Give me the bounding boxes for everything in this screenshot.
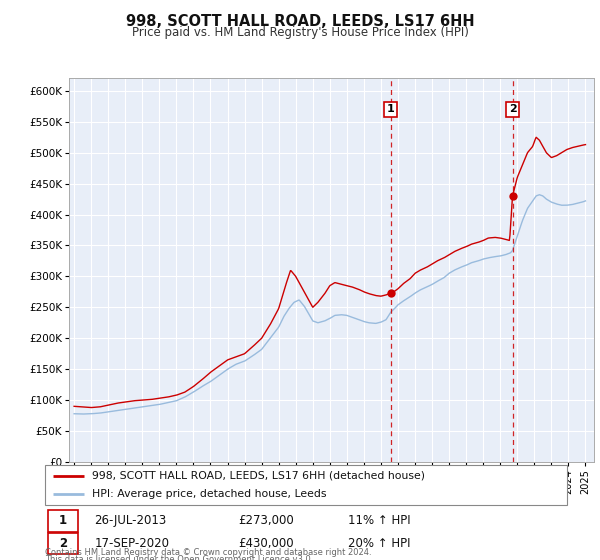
Text: £430,000: £430,000 <box>238 536 294 550</box>
Text: 1: 1 <box>387 104 395 114</box>
Text: This data is licensed under the Open Government Licence v3.0.: This data is licensed under the Open Gov… <box>45 556 313 560</box>
Text: 1: 1 <box>59 514 67 528</box>
Text: 11% ↑ HPI: 11% ↑ HPI <box>348 514 410 528</box>
Text: 2: 2 <box>59 536 67 550</box>
Bar <box>47 533 78 554</box>
Text: 20% ↑ HPI: 20% ↑ HPI <box>348 536 410 550</box>
Text: £273,000: £273,000 <box>238 514 294 528</box>
Bar <box>47 510 78 532</box>
Text: 17-SEP-2020: 17-SEP-2020 <box>95 536 170 550</box>
Text: 2: 2 <box>509 104 517 114</box>
Text: 998, SCOTT HALL ROAD, LEEDS, LS17 6HH (detached house): 998, SCOTT HALL ROAD, LEEDS, LS17 6HH (d… <box>92 471 425 480</box>
Text: 998, SCOTT HALL ROAD, LEEDS, LS17 6HH: 998, SCOTT HALL ROAD, LEEDS, LS17 6HH <box>125 14 475 29</box>
Text: HPI: Average price, detached house, Leeds: HPI: Average price, detached house, Leed… <box>92 489 326 499</box>
Text: Contains HM Land Registry data © Crown copyright and database right 2024.: Contains HM Land Registry data © Crown c… <box>45 548 371 557</box>
Text: Price paid vs. HM Land Registry's House Price Index (HPI): Price paid vs. HM Land Registry's House … <box>131 26 469 39</box>
Text: 26-JUL-2013: 26-JUL-2013 <box>95 514 167 528</box>
